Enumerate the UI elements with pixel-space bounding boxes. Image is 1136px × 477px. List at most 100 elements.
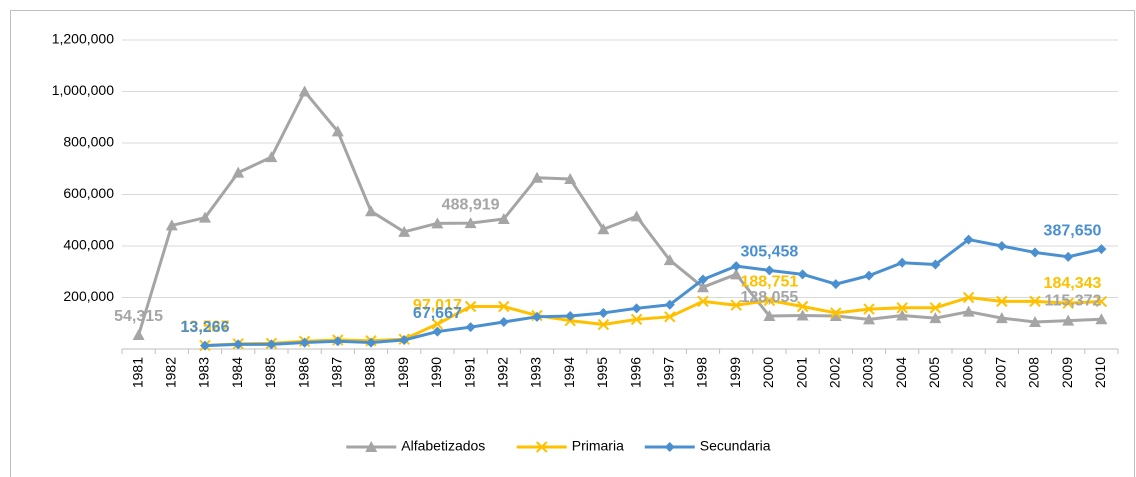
- x-tick-label: 2005: [926, 357, 942, 388]
- marker: [597, 223, 610, 235]
- x-tick-label: 2007: [993, 357, 1009, 388]
- marker: [1029, 295, 1041, 308]
- x-tick-label: 2009: [1059, 357, 1075, 388]
- marker: [664, 299, 675, 310]
- marker: [731, 261, 742, 272]
- marker: [1029, 315, 1041, 327]
- x-tick-label: 1989: [395, 357, 411, 388]
- data-label: 128,055: [740, 289, 798, 306]
- y-tick-label: 1,200,000: [52, 31, 114, 47]
- data-label: 13,266: [181, 319, 230, 336]
- marker: [664, 442, 675, 452]
- marker: [1096, 244, 1107, 255]
- x-tick-label: 1993: [528, 357, 544, 388]
- marker: [631, 303, 642, 314]
- marker: [399, 334, 410, 345]
- marker: [698, 274, 708, 285]
- x-tick-label: 1988: [362, 357, 378, 388]
- y-tick-label: 400,000: [63, 237, 114, 253]
- data-label: 305,458: [740, 244, 798, 261]
- marker: [996, 241, 1007, 251]
- marker: [1062, 314, 1075, 326]
- chart-frame: [10, 10, 1135, 477]
- marker: [332, 336, 343, 347]
- marker: [963, 234, 974, 245]
- marker: [598, 307, 609, 318]
- marker: [996, 295, 1008, 308]
- marker: [398, 225, 411, 237]
- marker: [630, 210, 643, 222]
- y-tick-label: 200,000: [63, 288, 114, 304]
- marker: [962, 305, 975, 317]
- marker: [497, 212, 510, 224]
- marker: [331, 125, 344, 137]
- y-tick-label: 600,000: [63, 185, 114, 201]
- marker: [864, 270, 874, 281]
- marker: [830, 279, 841, 290]
- x-tick-label: 2006: [959, 357, 975, 388]
- x-tick-label: 2004: [893, 357, 909, 388]
- marker: [464, 217, 477, 229]
- marker: [464, 300, 477, 313]
- marker: [896, 302, 908, 314]
- marker: [929, 302, 942, 314]
- marker: [298, 85, 311, 97]
- marker: [432, 326, 443, 337]
- marker: [532, 311, 542, 322]
- marker: [1095, 295, 1108, 308]
- marker: [232, 166, 245, 178]
- marker: [630, 313, 643, 326]
- marker: [299, 337, 310, 348]
- x-tick-label: 1981: [129, 357, 145, 388]
- marker: [498, 316, 509, 327]
- marker: [465, 322, 476, 333]
- marker: [266, 339, 277, 350]
- marker: [664, 311, 676, 323]
- data-label: 54,315: [114, 308, 163, 325]
- legend-label: Secundaria: [700, 438, 771, 454]
- data-label: 97,017: [413, 297, 462, 314]
- x-tick-label: 2001: [793, 357, 809, 388]
- y-tick-label: 1,000,000: [52, 82, 114, 98]
- marker: [697, 295, 709, 308]
- x-tick-label: 1985: [262, 357, 278, 388]
- x-tick-label: 1984: [229, 357, 245, 388]
- marker: [796, 300, 809, 313]
- marker: [498, 300, 510, 313]
- marker: [764, 265, 775, 276]
- x-tick-label: 1992: [495, 357, 511, 388]
- data-label: 13,527: [181, 319, 230, 336]
- x-tick-label: 2002: [827, 357, 843, 388]
- marker: [929, 312, 942, 324]
- marker: [536, 441, 548, 453]
- x-tick-label: 1997: [661, 357, 677, 388]
- marker: [663, 254, 676, 266]
- x-tick-label: 1991: [461, 357, 477, 388]
- marker: [265, 151, 278, 163]
- marker: [797, 269, 808, 280]
- marker: [796, 309, 809, 321]
- data-label: 188,751: [740, 274, 798, 291]
- x-tick-label: 1995: [594, 357, 610, 388]
- marker: [199, 211, 211, 223]
- marker: [697, 281, 709, 293]
- series-line: [204, 238, 1102, 348]
- marker: [763, 310, 776, 322]
- marker: [564, 173, 577, 185]
- marker: [165, 219, 178, 231]
- marker: [896, 309, 909, 321]
- marker: [431, 318, 444, 330]
- marker: [995, 312, 1008, 324]
- data-label: 488,919: [442, 196, 500, 213]
- x-tick-label: 1999: [727, 357, 743, 388]
- data-label: 387,650: [1044, 222, 1102, 239]
- x-tick-label: 1994: [561, 357, 577, 388]
- series-line: [204, 296, 1102, 348]
- marker: [1095, 313, 1108, 325]
- x-tick-label: 1990: [428, 357, 444, 388]
- data-label: 115,372: [1044, 293, 1101, 310]
- legend-label: Primaria: [572, 438, 624, 454]
- marker: [597, 318, 610, 331]
- x-tick-label: 1987: [329, 357, 345, 388]
